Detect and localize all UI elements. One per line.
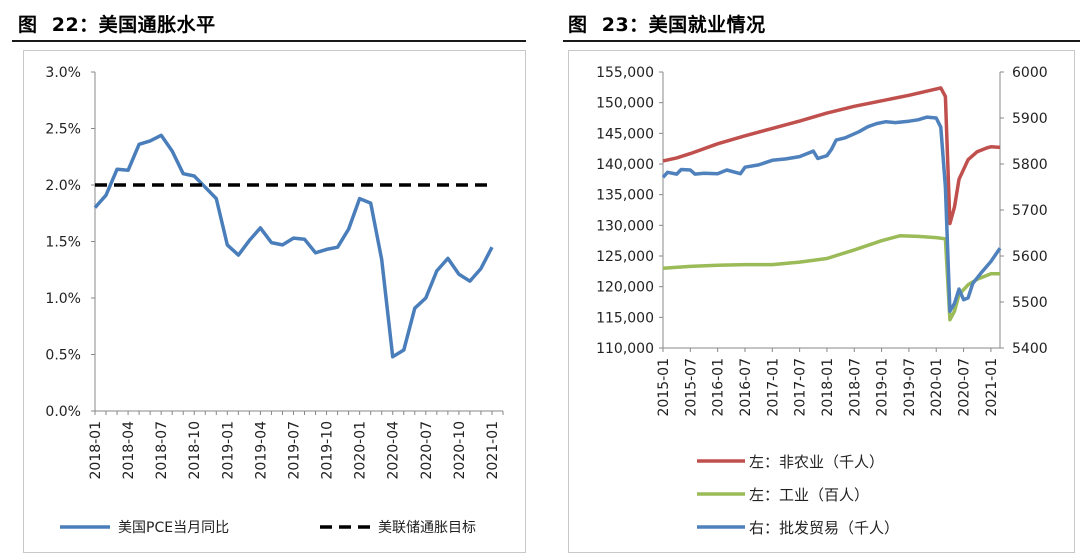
x-tick-label: 2019-07 — [286, 421, 302, 480]
right-y-tick-label: 5700 — [1012, 203, 1048, 219]
left-y-tick-label: 150,000 — [596, 96, 654, 112]
x-tick-label: 2020-07 — [419, 421, 435, 480]
legend-label-fed-target: 美联储通胀目标 — [378, 520, 476, 536]
left-y-tick-label: 135,000 — [596, 188, 654, 204]
y-tick-label: 2.0% — [45, 178, 81, 194]
right-y-tick-label: 5600 — [1012, 249, 1048, 265]
x-tick-label: 2018-01 — [820, 358, 836, 417]
left-y-tick-label: 145,000 — [596, 126, 654, 142]
x-tick-label: 2020-01 — [353, 421, 369, 480]
right-y-tick-label: 5900 — [1012, 111, 1048, 127]
y-tick-label: 0.5% — [45, 348, 81, 364]
x-tick-label: 2016-01 — [711, 358, 727, 417]
x-tick-label: 2018-07 — [154, 421, 170, 480]
left-y-tick-label: 115,000 — [596, 310, 654, 326]
y-tick-label: 2.5% — [45, 122, 81, 138]
wholesale-trade-line — [661, 115, 1002, 313]
x-tick-label: 2018-07 — [847, 358, 863, 417]
x-tick-label: 2019-07 — [902, 358, 918, 417]
x-tick-label: 2020-01 — [929, 358, 945, 417]
right-y-tick-label: 6000 — [1012, 65, 1048, 81]
left-y-tick-label: 110,000 — [596, 341, 654, 357]
left-y-tick-label: 130,000 — [596, 218, 654, 234]
x-tick-label: 2020-10 — [452, 421, 468, 480]
employment-chart-panel — [568, 50, 1075, 553]
left-y-tick-label: 120,000 — [596, 280, 654, 296]
x-tick-label: 2017-07 — [793, 358, 809, 417]
title-divider-left — [12, 40, 526, 42]
x-tick-label: 2019-04 — [253, 421, 269, 480]
left-y-tick-label: 155,000 — [596, 65, 654, 81]
figure-23-title: 图 23：美国就业情况 — [568, 14, 766, 36]
right-y-tick-label: 5800 — [1012, 157, 1048, 173]
x-tick-label: 2021-01 — [984, 358, 1000, 417]
y-tick-label: 3.0% — [45, 65, 81, 81]
x-tick-label: 2019-01 — [220, 421, 236, 480]
y-tick-label: 0.0% — [45, 404, 81, 420]
inflation-chart-panel — [23, 50, 526, 553]
x-tick-label: 2021-01 — [485, 421, 501, 480]
x-tick-label: 2020-04 — [386, 421, 402, 480]
x-tick-label: 2018-01 — [88, 421, 104, 480]
left-y-tick-label: 140,000 — [596, 157, 654, 173]
x-tick-label: 2016-07 — [738, 358, 754, 417]
nonfarm-line — [662, 86, 1001, 226]
legend-industry-label: 左：工业（百人） — [749, 486, 869, 504]
legend-nonfarm-label: 左：非农业（千人） — [749, 453, 884, 471]
x-tick-label: 2019-10 — [320, 421, 336, 480]
right-y-tick-label: 5500 — [1012, 295, 1048, 311]
figure-22-title: 图 22：美国通胀水平 — [18, 14, 216, 36]
x-tick-label: 2018-10 — [187, 421, 203, 480]
legend-label-pce: 美国PCE当月同比 — [118, 520, 229, 536]
legend-wholesale-trade-label: 右：批发贸易（千人） — [749, 519, 899, 537]
title-divider-right — [563, 40, 1080, 42]
right-y-tick-label: 5400 — [1012, 341, 1048, 357]
x-tick-label: 2019-01 — [875, 358, 891, 417]
y-tick-label: 1.0% — [45, 291, 81, 307]
left-y-tick-label: 125,000 — [596, 249, 654, 265]
x-tick-label: 2018-04 — [121, 421, 137, 480]
x-tick-label: 2020-07 — [957, 358, 973, 417]
pce-yoy-line — [93, 133, 494, 359]
x-tick-label: 2017-01 — [765, 358, 781, 417]
x-tick-label: 2015-07 — [683, 358, 699, 417]
x-tick-label: 2015-01 — [656, 358, 672, 417]
y-tick-label: 1.5% — [45, 235, 81, 251]
